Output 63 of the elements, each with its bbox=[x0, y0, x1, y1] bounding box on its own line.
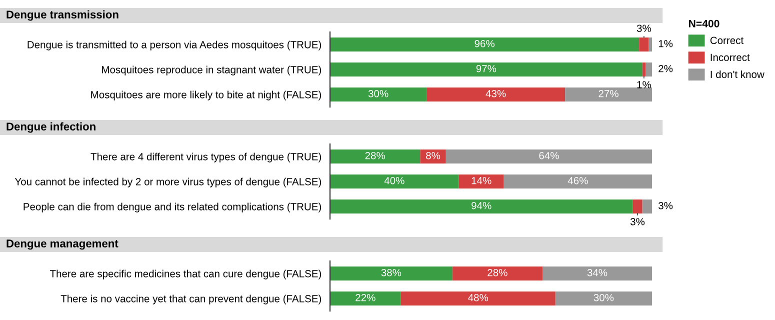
y-tick-label: Dengue is transmitted to a person via Aedes mosquitoes (TRUE) bbox=[28, 40, 322, 50]
y-tick-label: There are specific medicines that can cure dengue (FALSE) bbox=[50, 270, 322, 280]
data-label: 27% bbox=[598, 90, 618, 98]
bar bbox=[642, 200, 652, 214]
data-label: 30% bbox=[594, 294, 614, 302]
legend-label: Incorrect bbox=[710, 54, 750, 62]
bar bbox=[542, 266, 652, 280]
y-tick-label: People can die from dengue and its related complications (TRUE) bbox=[24, 202, 322, 212]
data-label: 2% bbox=[658, 64, 673, 72]
y-tick-label: There are 4 different virus types of dengue (TRUE) bbox=[90, 152, 322, 162]
bar bbox=[330, 150, 420, 164]
y-tick-label: Mosquitoes are more likely to bite at night (FALSE) bbox=[91, 90, 322, 100]
bar bbox=[330, 200, 633, 214]
data-label: 34% bbox=[587, 268, 608, 276]
data-label: 1% bbox=[658, 40, 673, 48]
bar bbox=[642, 62, 646, 76]
bar bbox=[400, 292, 556, 306]
bar bbox=[330, 266, 452, 280]
bar bbox=[446, 150, 652, 164]
legend-label: Correct bbox=[710, 36, 744, 44]
bar bbox=[426, 88, 566, 102]
bar bbox=[648, 38, 652, 52]
data-label: 40% bbox=[384, 176, 404, 184]
bar bbox=[646, 62, 652, 76]
bar bbox=[504, 174, 652, 188]
data-label: 22% bbox=[356, 294, 376, 302]
data-label: 3% bbox=[658, 202, 673, 210]
data-label: 94% bbox=[472, 202, 492, 210]
data-label: 28% bbox=[365, 152, 385, 160]
legend-title: N=400 bbox=[689, 20, 720, 28]
data-label: 96% bbox=[474, 40, 494, 48]
data-label: 43% bbox=[486, 90, 506, 98]
y-tick-label: You cannot be infected by 2 or more virus types of dengue (FALSE) bbox=[14, 178, 322, 188]
bar bbox=[565, 88, 652, 102]
bar bbox=[330, 88, 427, 102]
data-label: 1% bbox=[637, 81, 652, 88]
data-label: 14% bbox=[472, 177, 492, 184]
data-label: 48% bbox=[468, 294, 488, 302]
y-tick-label: There is no vaccine yet that can prevent dengue (FALSE) bbox=[60, 294, 322, 304]
data-label: 8% bbox=[426, 152, 440, 160]
data-label: 46% bbox=[568, 176, 588, 184]
data-label: 30% bbox=[368, 90, 388, 98]
legend-label: I don't know bbox=[710, 70, 764, 78]
data-label: 64% bbox=[539, 152, 559, 160]
text: Dengue management bbox=[6, 240, 118, 250]
bar bbox=[330, 292, 401, 306]
bar bbox=[458, 174, 504, 188]
bar bbox=[632, 200, 642, 214]
data-label: 38% bbox=[381, 268, 402, 276]
text: Dengue transmission bbox=[6, 10, 118, 21]
y-tick-label: Mosquitoes reproduce in stagnant water (TRUE) bbox=[102, 66, 322, 76]
bar bbox=[639, 38, 649, 52]
bar bbox=[330, 62, 642, 76]
data-label: 97% bbox=[476, 64, 496, 72]
bar bbox=[555, 292, 652, 306]
bar bbox=[452, 266, 543, 280]
data-label: 3% bbox=[630, 218, 645, 226]
data-label: 28% bbox=[488, 268, 508, 276]
text: Dengue infection bbox=[6, 122, 96, 133]
bar bbox=[330, 38, 640, 52]
bar bbox=[420, 150, 446, 164]
data-label: 3% bbox=[636, 24, 652, 32]
bar bbox=[330, 174, 459, 188]
